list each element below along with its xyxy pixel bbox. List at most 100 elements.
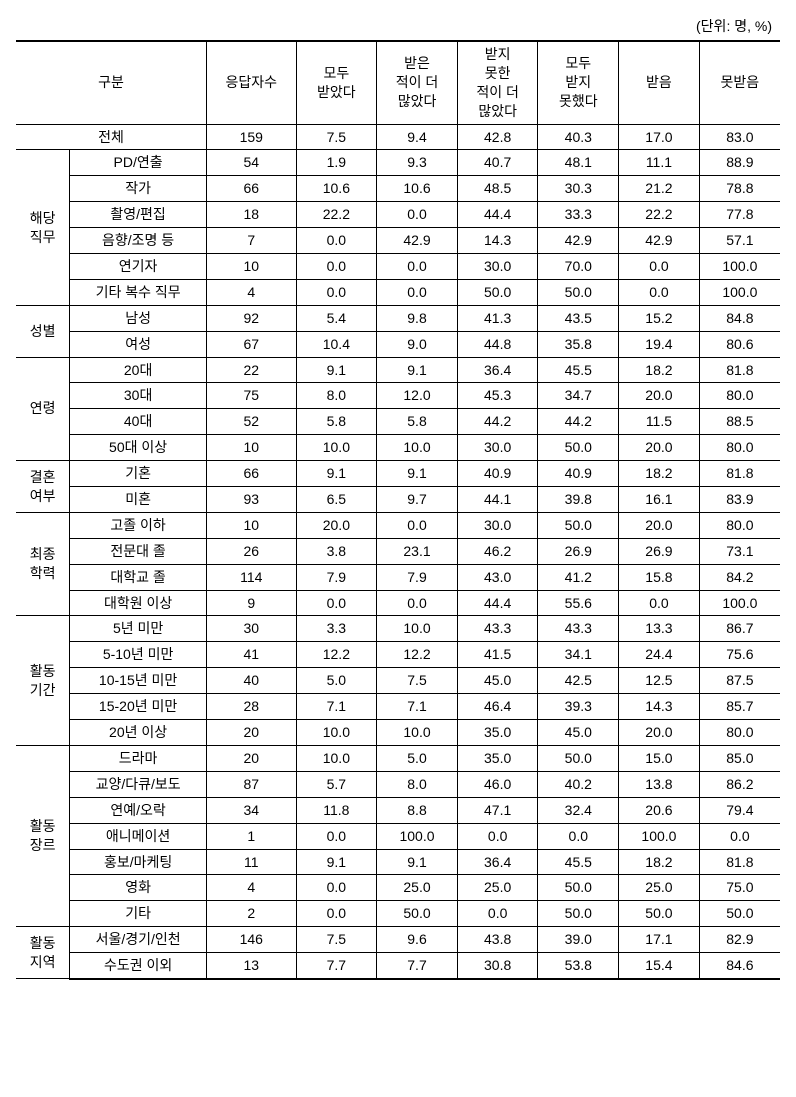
table-row: 작가6610.610.648.530.321.278.8 [16,176,780,202]
row-v1: 12.0 [377,383,458,409]
row-v0: 0.0 [296,254,377,280]
row-label: 20년 이상 [70,720,207,746]
table-row: 15-20년 미만287.17.146.439.314.385.7 [16,694,780,720]
row-v1: 9.7 [377,487,458,513]
row-v2: 0.0 [457,901,538,927]
row-v2: 14.3 [457,228,538,254]
row-v2: 44.4 [457,590,538,616]
row-v2: 47.1 [457,797,538,823]
row-v3: 50.0 [538,745,619,771]
row-v4: 18.2 [619,461,700,487]
row-label: 음향/조명 등 [70,228,207,254]
row-v5: 84.2 [699,564,780,590]
row-v0: 5.4 [296,305,377,331]
row-v5: 87.5 [699,668,780,694]
row-v4: 12.5 [619,668,700,694]
row-v5: 81.8 [699,849,780,875]
row-v5: 84.8 [699,305,780,331]
table-row: 전문대 졸263.823.146.226.926.973.1 [16,538,780,564]
row-v2: 44.4 [457,202,538,228]
row-v2: 36.4 [457,849,538,875]
row-v5: 50.0 [699,901,780,927]
table-row: 기타 복수 직무40.00.050.050.00.0100.0 [16,279,780,305]
row-v0: 10.0 [296,745,377,771]
table-row: 애니메이션10.0100.00.00.0100.00.0 [16,823,780,849]
table-row: 여성6710.49.044.835.819.480.6 [16,331,780,357]
row-n: 52 [206,409,296,435]
row-v4: 50.0 [619,901,700,927]
row-v5: 100.0 [699,279,780,305]
row-v5: 80.0 [699,435,780,461]
header-c6: 못받음 [699,41,780,124]
row-v5: 82.9 [699,927,780,953]
row-v2: 0.0 [457,823,538,849]
row-v5: 0.0 [699,823,780,849]
row-v4: 0.0 [619,254,700,280]
row-v1: 7.7 [377,953,458,979]
row-label: 50대 이상 [70,435,207,461]
row-v0: 0.0 [296,228,377,254]
row-v1: 0.0 [377,279,458,305]
header-row: 구분 응답자수 모두받았다 받은적이 더많았다 받지못한적이 더많았다 모두받지… [16,41,780,124]
row-label: 수도권 이외 [70,953,207,979]
row-v2: 25.0 [457,875,538,901]
row-v1: 10.0 [377,720,458,746]
table-row: 50대 이상1010.010.030.050.020.080.0 [16,435,780,461]
row-label: 15-20년 미만 [70,694,207,720]
row-v3: 48.1 [538,150,619,176]
table-row: 5-10년 미만4112.212.241.534.124.475.6 [16,642,780,668]
row-v3: 42.5 [538,668,619,694]
row-v4: 22.2 [619,202,700,228]
row-v4: 15.2 [619,305,700,331]
row-label: 여성 [70,331,207,357]
row-v2: 43.0 [457,564,538,590]
row-v0: 0.0 [296,823,377,849]
row-v3: 39.0 [538,927,619,953]
row-v4: 17.1 [619,927,700,953]
row-v1: 0.0 [377,512,458,538]
header-c2: 받은적이 더많았다 [377,41,458,124]
row-v2: 36.4 [457,357,538,383]
row-v4: 20.0 [619,512,700,538]
table-row: 20년 이상2010.010.035.045.020.080.0 [16,720,780,746]
row-v2: 45.3 [457,383,538,409]
row-v0: 10.4 [296,331,377,357]
row-n: 93 [206,487,296,513]
row-v1: 9.1 [377,357,458,383]
row-v0: 12.2 [296,642,377,668]
row-v2: 48.5 [457,176,538,202]
row-v4: 15.0 [619,745,700,771]
row-label: 미혼 [70,487,207,513]
row-v0: 9.1 [296,461,377,487]
row-v1: 9.3 [377,150,458,176]
row-n: 41 [206,642,296,668]
row-v0: 5.7 [296,771,377,797]
row-label: 애니메이션 [70,823,207,849]
row-v1: 8.8 [377,797,458,823]
row-label: 기혼 [70,461,207,487]
table-row: 성별남성925.49.841.343.515.284.8 [16,305,780,331]
row-n: 10 [206,254,296,280]
row-v0: 3.8 [296,538,377,564]
row-n: 4 [206,875,296,901]
row-label: 5년 미만 [70,616,207,642]
row-v5: 80.0 [699,383,780,409]
row-v5: 85.0 [699,745,780,771]
row-n: 26 [206,538,296,564]
row-v2: 44.2 [457,409,538,435]
row-v4: 14.3 [619,694,700,720]
row-v4: 20.6 [619,797,700,823]
row-v3: 40.2 [538,771,619,797]
row-v3: 39.3 [538,694,619,720]
row-v4: 100.0 [619,823,700,849]
row-v4: 16.1 [619,487,700,513]
row-n: 66 [206,176,296,202]
row-n: 7 [206,228,296,254]
row-n: 13 [206,953,296,979]
group-label: 최종학력 [16,512,70,616]
row-v3: 53.8 [538,953,619,979]
table-row: 40대525.85.844.244.211.588.5 [16,409,780,435]
row-v0: 0.0 [296,875,377,901]
row-v1: 9.0 [377,331,458,357]
row-v1: 42.9 [377,228,458,254]
